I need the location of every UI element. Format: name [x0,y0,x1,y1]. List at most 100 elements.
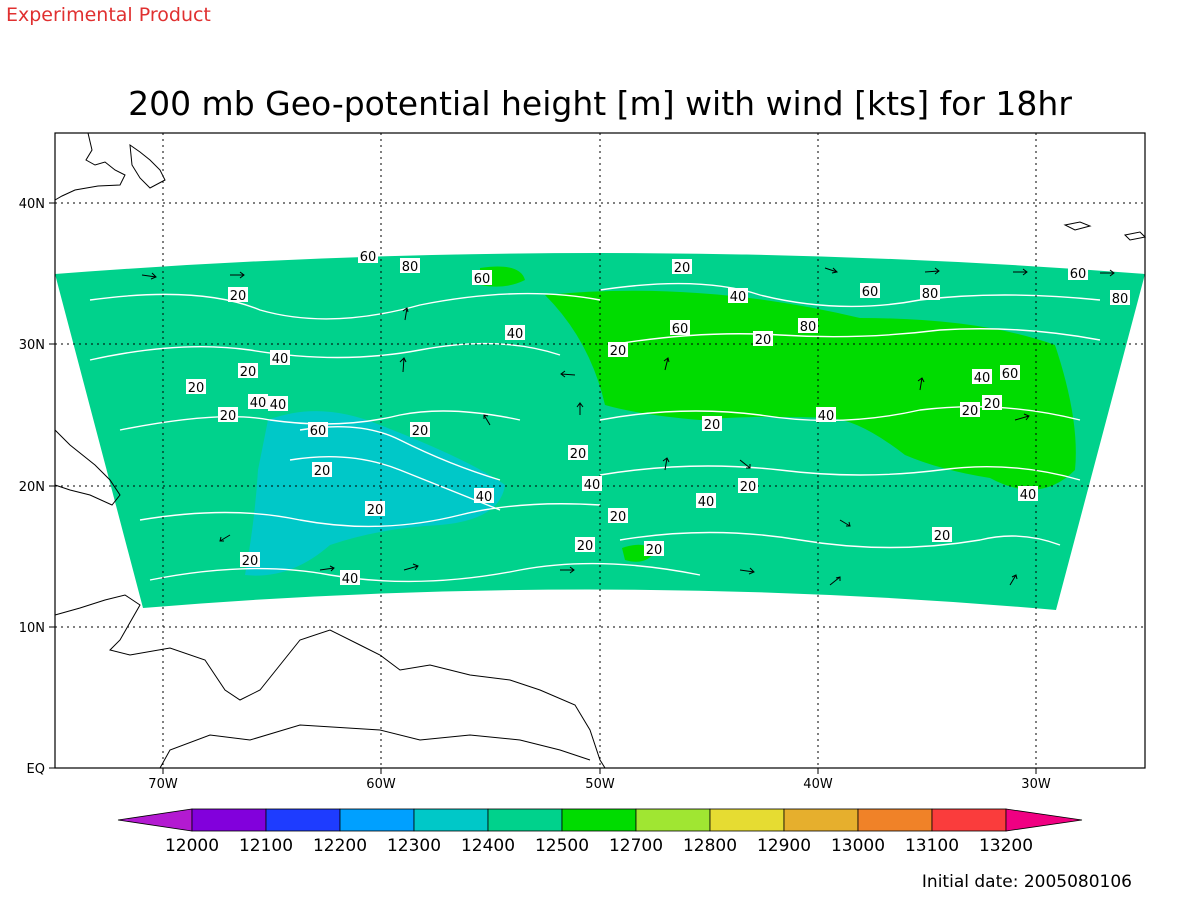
height-field-12400 [245,411,505,576]
contour-label-background [248,394,268,409]
contour-label: 60 [310,424,327,439]
contour-label-background [982,395,1002,410]
contour-label: 20 [610,344,627,359]
wind-arrow [483,414,491,426]
contour-label-background [670,320,690,335]
contour-label: 40 [730,290,747,305]
contour-label: 40 [1020,488,1037,503]
wind-arrow [924,267,940,275]
contour-label-background [672,259,692,274]
contour-label: 60 [672,322,689,337]
contour-label-background [240,552,260,567]
contour-line [89,342,561,361]
contour-label-background [960,402,980,417]
wind-arrow [917,377,925,391]
contour-line [619,531,1061,549]
contour-label: 80 [402,260,419,275]
contour-label-background [644,541,664,556]
contour-label: 20 [674,261,691,276]
lat-label: 10N [19,621,45,636]
contour-line [149,562,701,583]
contour-label: 40 [507,327,524,342]
initial-date-label: Initial date: 2005080106 [922,872,1132,892]
colorbar-swatches [117,808,1083,832]
contour-label: 40 [476,490,493,505]
contour-label: 20 [220,409,237,424]
contour-label: 80 [922,287,939,302]
contour-line [89,292,601,320]
colorbar-tick-label: 12400 [461,836,515,856]
coastline-caribbean-islands [54,429,121,506]
contour-label-background [400,258,420,273]
wind-arrow [560,370,576,378]
contour-label-background [816,407,836,422]
colorbar-swatch [561,808,637,832]
latitude-labels: 40N 30N 20N 10N EQ [19,197,45,777]
contour-label: 20 [755,333,772,348]
contour-label-background [505,325,525,340]
chart-title: 200 mb Geo-potential height [m] with win… [128,84,1072,123]
contour-label: 20 [230,289,247,304]
contour-label-background [238,363,258,378]
wind-arrow [576,402,584,415]
contour-label: 20 [984,397,1001,412]
colorbar-swatch [191,808,267,832]
contour-line [139,503,601,528]
lon-label: 30W [1021,777,1051,792]
wind-arrow [824,267,839,274]
contour-label-background [218,407,238,422]
contour-label: 40 [698,495,715,510]
contour-label: 20 [412,424,429,439]
wind-arrow [230,271,245,279]
contour-label-background [738,478,758,493]
contour-label-background [696,493,716,508]
colorbar-tick-label: 12200 [313,836,367,856]
contour-label-background [228,287,248,302]
colorbar-swatch [857,808,933,832]
contour-label: 40 [272,352,289,367]
wind-arrow [1009,574,1018,586]
contour-label-background [728,288,748,303]
contour-label-background [1110,290,1130,305]
lat-label: 30N [19,338,45,353]
coastline-azores [1063,221,1092,231]
contour-label-background [798,318,818,333]
lat-label: EQ [27,762,45,777]
coastline-nova-scotia [129,143,166,189]
contour-label: 40 [342,572,359,587]
wind-arrow [1014,413,1030,421]
coastline-north-america [54,132,126,201]
contour-label-background [1068,265,1088,280]
colorbar-tick-label: 12500 [535,836,589,856]
colorbar-swatch [339,808,415,832]
coastline-south-america-interior [159,724,591,769]
contour-label-background [1018,486,1038,501]
lat-label: 40N [19,197,45,212]
colorbar-swatch [783,808,859,832]
contour-label-background [753,331,773,346]
contour-label-background [472,270,492,285]
contour-label: 20 [314,464,331,479]
wind-arrow [739,459,751,469]
colorbar-tick-label: 12300 [387,836,441,856]
contour-label: 20 [188,381,205,396]
contour-label: 60 [862,285,879,300]
contour-label-background [410,422,430,437]
wind-arrow [662,457,670,471]
wind-arrow [402,307,409,321]
contour-label: 20 [570,447,587,462]
colorbar-swatch [265,808,341,832]
colorbar-swatch [413,808,489,832]
wind-arrow [1100,269,1115,277]
contour-label: 20 [704,418,721,433]
lon-label: 40W [803,777,833,792]
contour-label: 20 [242,554,259,569]
contour-label-background [608,342,628,357]
colorbar-swatch [709,808,785,832]
contour-label-background [972,369,992,384]
contour-label: 20 [610,510,627,525]
product-label: Experimental Product [6,4,211,26]
